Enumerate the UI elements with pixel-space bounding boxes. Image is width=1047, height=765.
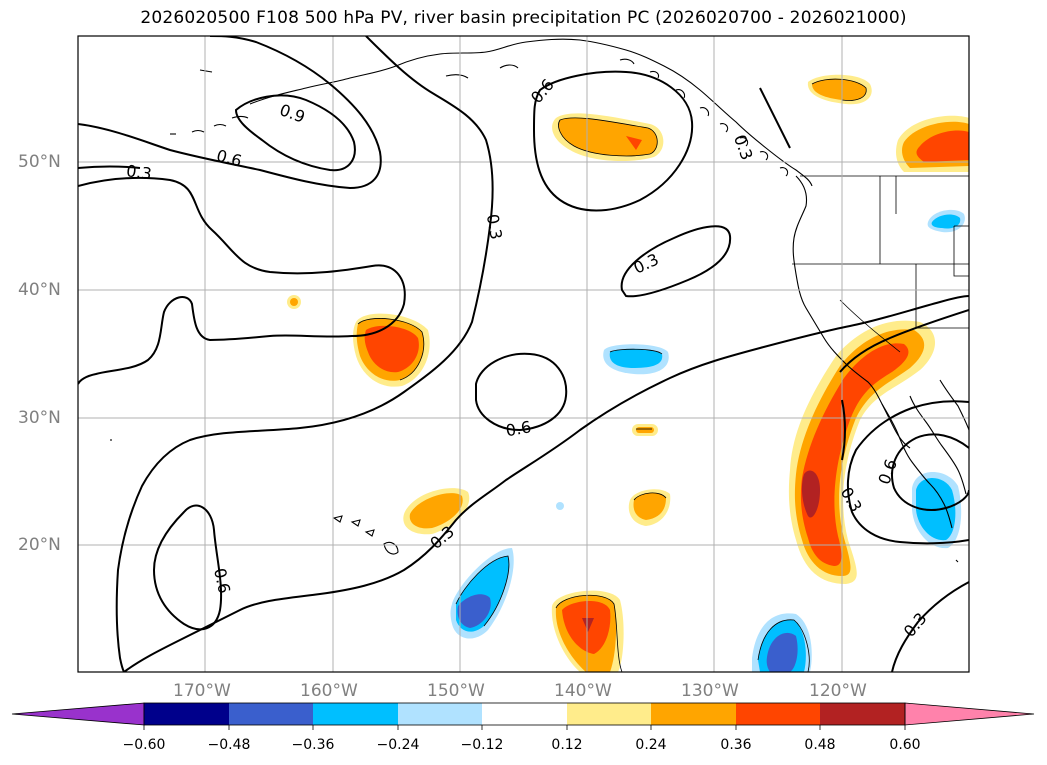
lat-label-30n: 30°N (18, 408, 61, 428)
contour-0.3-upper-right (620, 225, 732, 298)
contour-0.9 (234, 94, 356, 172)
lat-label-20n: 20°N (18, 535, 61, 555)
political-borders (792, 175, 969, 353)
anomaly-outlines (357, 78, 867, 672)
pv-contours (78, 36, 969, 672)
colorbar-bin (651, 703, 736, 725)
lat-label-40n: 40°N (18, 280, 61, 300)
contour-0.3-upper-middle (115, 36, 494, 672)
colorbar-bin (736, 703, 820, 725)
contour-0.3-diagonal (123, 295, 969, 672)
colorbar-tick-label: 0.24 (635, 737, 667, 753)
contour-0.6-middle (475, 352, 568, 432)
colorbar-tick-label: 0.12 (551, 737, 583, 753)
contour-label: 0.6 (210, 566, 234, 595)
colorbar-bin (820, 703, 905, 725)
colorbar-tick-label: −0.60 (122, 737, 166, 753)
contour-0.6-lower-left (152, 504, 223, 631)
colorbar-bin (398, 703, 482, 725)
colorbar-tick-label: 0.48 (804, 737, 836, 753)
contour-label: 0.3 (483, 213, 506, 241)
colorbar-extend-left (11, 702, 145, 726)
lon-label-140w: 140°W (554, 681, 612, 701)
colorbar-bin (229, 703, 313, 725)
colorbar-tick-label: −0.48 (207, 737, 251, 753)
colorbar (11, 702, 1035, 730)
map-frame (77, 35, 970, 673)
map-title: 2026020500 F108 500 hPa PV, river basin … (140, 8, 907, 28)
colorbar-tick-label: 0.60 (889, 737, 921, 753)
colorbar-tick-label: −0.12 (460, 737, 504, 753)
contour-label: 0.3 (125, 161, 153, 183)
lat-label-50n: 50°N (18, 152, 61, 172)
precip-shading (287, 74, 969, 672)
colorbar-extend-right (904, 702, 1035, 726)
hawaii-islands (383, 541, 399, 555)
lon-label-160w: 160°W (300, 681, 358, 701)
contour-0.6-east (891, 433, 969, 511)
contour-0.3-north-arc (78, 165, 141, 169)
contour-0.6-northwest (78, 36, 382, 190)
colorbar-tick-label: −0.24 (376, 737, 420, 753)
colorbar-bin (482, 703, 567, 725)
lon-label-120w: 120°W (809, 681, 867, 701)
colorbar-bin (313, 703, 398, 725)
colorbar-tick-label: −0.36 (291, 737, 335, 753)
lon-label-150w: 150°W (427, 681, 485, 701)
contour-0.3-west (78, 177, 406, 385)
lon-label-130w: 130°W (681, 681, 739, 701)
colorbar-tick-label: 0.36 (720, 737, 752, 753)
lon-label-170w: 170°W (173, 681, 231, 701)
coastlines (110, 38, 969, 563)
baja-coast (881, 403, 953, 529)
contour-0.6-upper-center (532, 70, 694, 212)
alaska-coast (249, 38, 813, 187)
colorbar-bin (144, 703, 229, 725)
contour-0.3-east (846, 400, 969, 545)
colorbar-bin (567, 703, 651, 725)
contour-0.6-northeast (759, 87, 791, 149)
contour-0.3-southeast (891, 581, 969, 672)
contour-0.3-northeast-arc (839, 309, 969, 373)
contour-label: 0.6 (504, 417, 532, 440)
